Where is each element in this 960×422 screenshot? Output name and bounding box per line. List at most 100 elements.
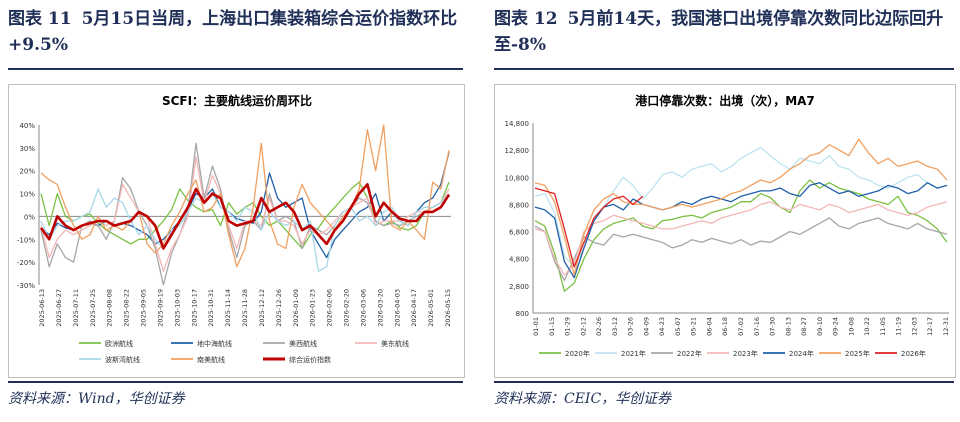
x-tick-label: 06-18: [721, 317, 729, 336]
x-tick-label: 2025-11-14: [224, 289, 232, 327]
x-tick-label: 2025-07-25: [89, 289, 97, 327]
x-tick-label: 2025-08-08: [106, 289, 114, 327]
title-rule-left: [8, 68, 463, 70]
x-tick-label: 04-09: [642, 317, 650, 336]
y-tick-label: 12,800: [505, 147, 530, 155]
source-rule-left: [8, 381, 463, 383]
x-tick-label: 05-21: [690, 317, 698, 336]
x-tick-label: 2025-06-27: [55, 289, 63, 327]
x-tick-label: 2026-05-15: [444, 289, 452, 327]
y-tick-label: 10%: [19, 191, 35, 199]
legend-label: 波斯湾航线: [105, 355, 140, 364]
x-tick-label: 2026-04-03: [393, 289, 401, 327]
x-tick-label: 2026-02-06: [326, 289, 334, 327]
x-tick-label: 2025-06-13: [38, 289, 46, 327]
series-line-4: [534, 182, 948, 279]
x-tick-label: 2025-12-26: [275, 289, 283, 327]
x-tick-label: 12-31: [942, 317, 950, 336]
legend-label: 欧洲航线: [105, 339, 133, 348]
x-tick-label: 2025-09-19: [156, 289, 164, 327]
y-tick-label: 0%: [24, 213, 35, 221]
y-tick-label: -10%: [17, 236, 35, 244]
x-tick-label: 10-08: [847, 317, 855, 336]
figure-11-label: 图表 11: [8, 9, 72, 29]
x-tick-label: 07-30: [769, 317, 777, 336]
series-line-4: [40, 188, 450, 272]
figure-12-label: 图表 12: [494, 9, 558, 29]
x-tick-label: 2026-01-09: [292, 289, 300, 327]
x-tick-label: 03-26: [627, 317, 635, 336]
source-rule-right: [494, 381, 954, 383]
y-tick-label: 8,800: [509, 201, 529, 209]
legend-label: 美东航线: [381, 339, 409, 348]
x-tick-label: 2026-03-06: [359, 289, 367, 327]
series-line-2: [40, 142, 450, 286]
x-tick-label: 2025-10-17: [190, 289, 198, 327]
y-tick-label: 2,800: [509, 283, 529, 291]
y-tick-label: 6,800: [509, 229, 529, 237]
y-tick-label: 14,800: [505, 120, 530, 128]
x-tick-label: 2026-01-23: [309, 289, 317, 327]
series-line-3: [534, 201, 948, 276]
y-tick-label: 20%: [19, 168, 35, 176]
x-tick-label: 2025-11-28: [241, 289, 249, 327]
x-tick-label: 01-15: [548, 317, 556, 336]
figure-11-source: 资料来源：Wind，华创证券: [8, 391, 185, 407]
y-tick-label: 30%: [19, 145, 35, 153]
legend-label: 美西航线: [289, 339, 317, 348]
x-tick-label: 2026-05-01: [427, 289, 435, 327]
y-tick-label: 4,800: [509, 256, 529, 264]
figure-11-text: 5月15日当周，上海出口集装箱综合运价指数环比+9.5%: [8, 9, 458, 55]
figure-12-source: 资料来源：CEIC，华创证券: [494, 391, 672, 407]
port-calls-chart-panel: 港口停靠次数：出境（次），MA7 14,800 12,800 10,800 8,800 6…: [494, 84, 956, 378]
x-tick-label: 2025-08-22: [123, 289, 131, 327]
x-tick-label: 02-26: [595, 317, 603, 336]
series-line-5: [534, 138, 948, 276]
legend-label: 南美航线: [197, 355, 225, 364]
legend-label: 综合运价指数: [289, 355, 331, 364]
series-line-6: [39, 183, 451, 250]
scfi-chart-panel: SCFI：主要航线运价周环比 40% 30% 20% 10% 0% -10% -20% -30%…: [8, 84, 465, 378]
x-tick-label: 12-03: [910, 317, 918, 336]
x-tick-label: 2025-07-11: [72, 289, 80, 327]
chart-title: SCFI：主要航线运价周环比: [162, 93, 312, 108]
x-tick-label: 07-02: [737, 317, 745, 336]
x-tick-label: 2025-10-31: [207, 289, 215, 327]
figure-11-title: 图表 11 5月15日当周，上海出口集装箱综合运价指数环比+9.5%: [8, 6, 463, 58]
x-tick-label: 03-12: [611, 317, 619, 336]
chart-title: 港口停靠次数：出境（次），MA7: [635, 93, 815, 108]
legend-label: 地中海航线: [197, 339, 232, 348]
series-line-5: [40, 124, 450, 268]
title-rule-right: [494, 68, 954, 70]
series-line-6: [534, 187, 644, 268]
x-tick-label: 2026-03-20: [376, 289, 384, 327]
x-tick-label: 2026-04-17: [410, 289, 418, 327]
y-tick-label: 800: [516, 310, 529, 318]
series-line-2: [534, 217, 948, 282]
legend-label: 2022年: [677, 349, 702, 358]
x-tick-label: 09-24: [832, 317, 840, 336]
legend-label: 2024年: [789, 349, 814, 358]
x-tick-label: 2026-02-20: [343, 289, 351, 327]
legend-label: 2023年: [733, 349, 758, 358]
x-tick-label: 11-19: [895, 317, 903, 336]
y-tick-label: -30%: [17, 282, 35, 290]
x-tick-label: 04-23: [658, 317, 666, 336]
x-tick-label: 12-17: [926, 317, 934, 336]
x-tick-label: 09-10: [816, 317, 824, 336]
figure-12-text: 5月前14天，我国港口出境停靠次数同比边际回升至-8%: [494, 9, 944, 55]
y-tick-label: -20%: [17, 259, 35, 267]
x-tick-label: 01-01: [532, 317, 540, 336]
x-tick-label: 10-22: [863, 317, 871, 336]
x-tick-label: 11-05: [879, 317, 887, 336]
x-tick-label: 2025-09-05: [140, 289, 148, 327]
y-tick-label: 10,800: [505, 174, 530, 182]
x-tick-label: 07-16: [753, 317, 761, 336]
scfi-chart: SCFI：主要航线运价周环比 40% 30% 20% 10% 0% -10% -20% -30%…: [17, 93, 452, 364]
x-tick-label: 02-12: [579, 317, 587, 336]
x-tick-label: 05-07: [674, 317, 682, 336]
x-tick-label: 2025-10-03: [173, 289, 181, 327]
legend-label: 2021年: [621, 349, 646, 358]
series-line-0: [534, 179, 948, 292]
x-tick-label: 01-29: [564, 317, 572, 336]
